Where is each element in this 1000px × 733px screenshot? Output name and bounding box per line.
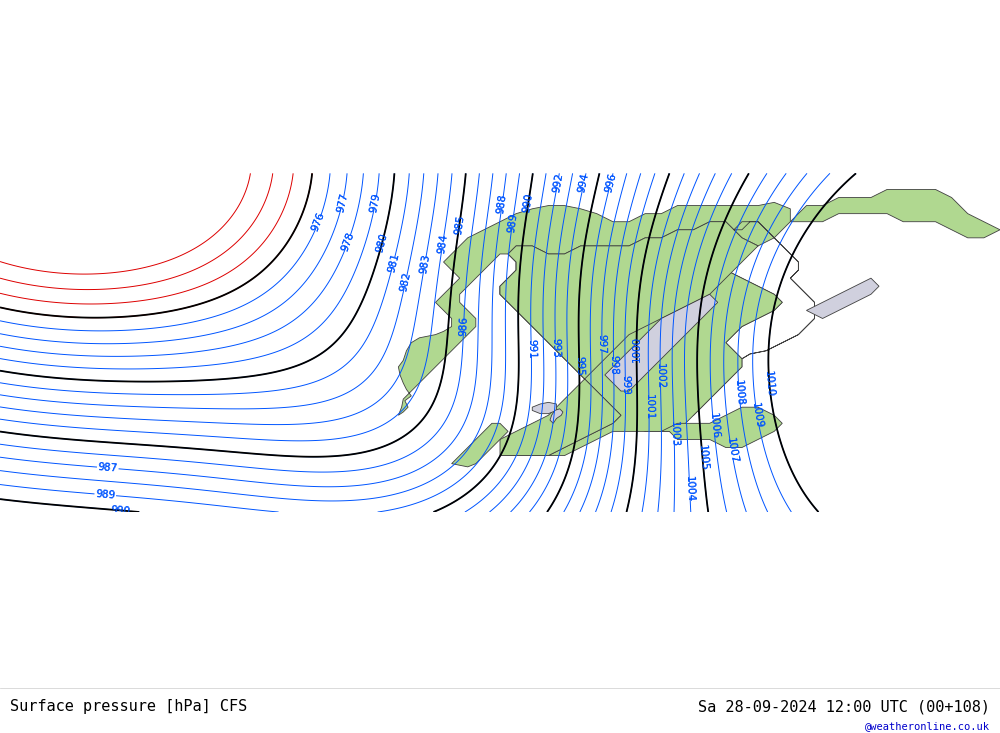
Text: 1001: 1001 <box>644 394 654 420</box>
Text: 988: 988 <box>496 194 509 215</box>
Text: 1000: 1000 <box>632 336 642 362</box>
Text: 982: 982 <box>398 271 412 293</box>
Text: @weatheronline.co.uk: @weatheronline.co.uk <box>865 721 990 731</box>
Text: 992: 992 <box>551 172 564 193</box>
Text: 981: 981 <box>386 251 401 273</box>
Text: 985: 985 <box>453 214 466 235</box>
Text: 998: 998 <box>608 355 619 375</box>
Text: 978: 978 <box>340 230 356 252</box>
Polygon shape <box>550 409 563 424</box>
Text: 1007: 1007 <box>725 437 739 465</box>
Text: 987: 987 <box>97 463 118 474</box>
Text: 976: 976 <box>310 211 327 233</box>
Text: 1006: 1006 <box>707 413 720 440</box>
Polygon shape <box>500 221 782 456</box>
Text: 997: 997 <box>597 334 607 354</box>
Polygon shape <box>605 294 718 391</box>
Text: 979: 979 <box>369 192 382 213</box>
Text: 1002: 1002 <box>655 363 666 389</box>
Polygon shape <box>532 402 556 413</box>
Text: 1004: 1004 <box>684 476 695 503</box>
Text: 1005: 1005 <box>696 444 709 471</box>
Text: 980: 980 <box>375 232 390 253</box>
Text: 988: 988 <box>496 194 509 215</box>
Text: 998: 998 <box>608 355 619 375</box>
Text: 1005: 1005 <box>696 444 709 471</box>
Text: 996: 996 <box>603 172 618 194</box>
Polygon shape <box>452 424 508 467</box>
Text: 990: 990 <box>110 504 131 516</box>
Text: 1007: 1007 <box>725 437 739 465</box>
Text: 989: 989 <box>506 213 519 234</box>
Text: 977: 977 <box>335 192 350 213</box>
Text: 1009: 1009 <box>750 402 764 430</box>
Text: 983: 983 <box>418 254 431 275</box>
Text: 989: 989 <box>95 489 116 501</box>
Text: Sa 28-09-2024 12:00 UTC (00+108): Sa 28-09-2024 12:00 UTC (00+108) <box>698 699 990 714</box>
Text: 986: 986 <box>458 316 469 336</box>
Polygon shape <box>661 408 782 448</box>
Text: 1002: 1002 <box>655 363 666 389</box>
Text: 992: 992 <box>551 172 564 193</box>
Text: 989: 989 <box>95 489 116 501</box>
Polygon shape <box>790 189 1000 237</box>
Text: 990: 990 <box>110 504 131 516</box>
Text: 1008: 1008 <box>733 380 745 407</box>
Text: 990: 990 <box>522 192 535 213</box>
Text: 995: 995 <box>574 356 584 376</box>
Text: 983: 983 <box>418 254 431 275</box>
Text: 1009: 1009 <box>750 402 764 430</box>
Text: 981: 981 <box>386 251 401 273</box>
Text: 977: 977 <box>335 192 350 213</box>
Text: 979: 979 <box>369 192 382 213</box>
Text: Surface pressure [hPa] CFS: Surface pressure [hPa] CFS <box>10 699 247 714</box>
Text: 997: 997 <box>597 334 607 354</box>
Polygon shape <box>398 202 790 432</box>
Text: 999: 999 <box>620 375 631 395</box>
Text: 996: 996 <box>603 172 618 194</box>
Text: 976: 976 <box>310 211 327 233</box>
Text: 993: 993 <box>550 338 561 358</box>
Text: 990: 990 <box>522 192 535 213</box>
Text: 999: 999 <box>620 375 631 395</box>
Text: 1006: 1006 <box>707 413 720 440</box>
Text: 986: 986 <box>458 316 469 336</box>
Text: 993: 993 <box>550 338 561 358</box>
Text: 989: 989 <box>506 213 519 234</box>
Text: 994: 994 <box>577 172 591 194</box>
Text: 1004: 1004 <box>684 476 695 503</box>
Text: 980: 980 <box>375 232 390 253</box>
Text: 991: 991 <box>526 339 536 359</box>
Text: 982: 982 <box>398 271 412 293</box>
Text: 1003: 1003 <box>669 421 679 447</box>
Text: 987: 987 <box>97 463 118 474</box>
Text: 1000: 1000 <box>632 336 642 362</box>
Text: 985: 985 <box>453 214 466 235</box>
Text: 1008: 1008 <box>733 380 745 407</box>
Text: 995: 995 <box>574 356 584 376</box>
Text: 1010: 1010 <box>763 370 776 397</box>
Text: 1010: 1010 <box>763 370 776 397</box>
Text: 991: 991 <box>526 339 536 359</box>
Text: 994: 994 <box>577 172 591 194</box>
Text: 978: 978 <box>340 230 356 252</box>
Text: 984: 984 <box>436 233 449 254</box>
Text: 1003: 1003 <box>669 421 679 447</box>
Polygon shape <box>500 221 815 456</box>
Text: 1001: 1001 <box>644 394 654 420</box>
Polygon shape <box>806 278 879 318</box>
Text: 984: 984 <box>436 233 449 254</box>
